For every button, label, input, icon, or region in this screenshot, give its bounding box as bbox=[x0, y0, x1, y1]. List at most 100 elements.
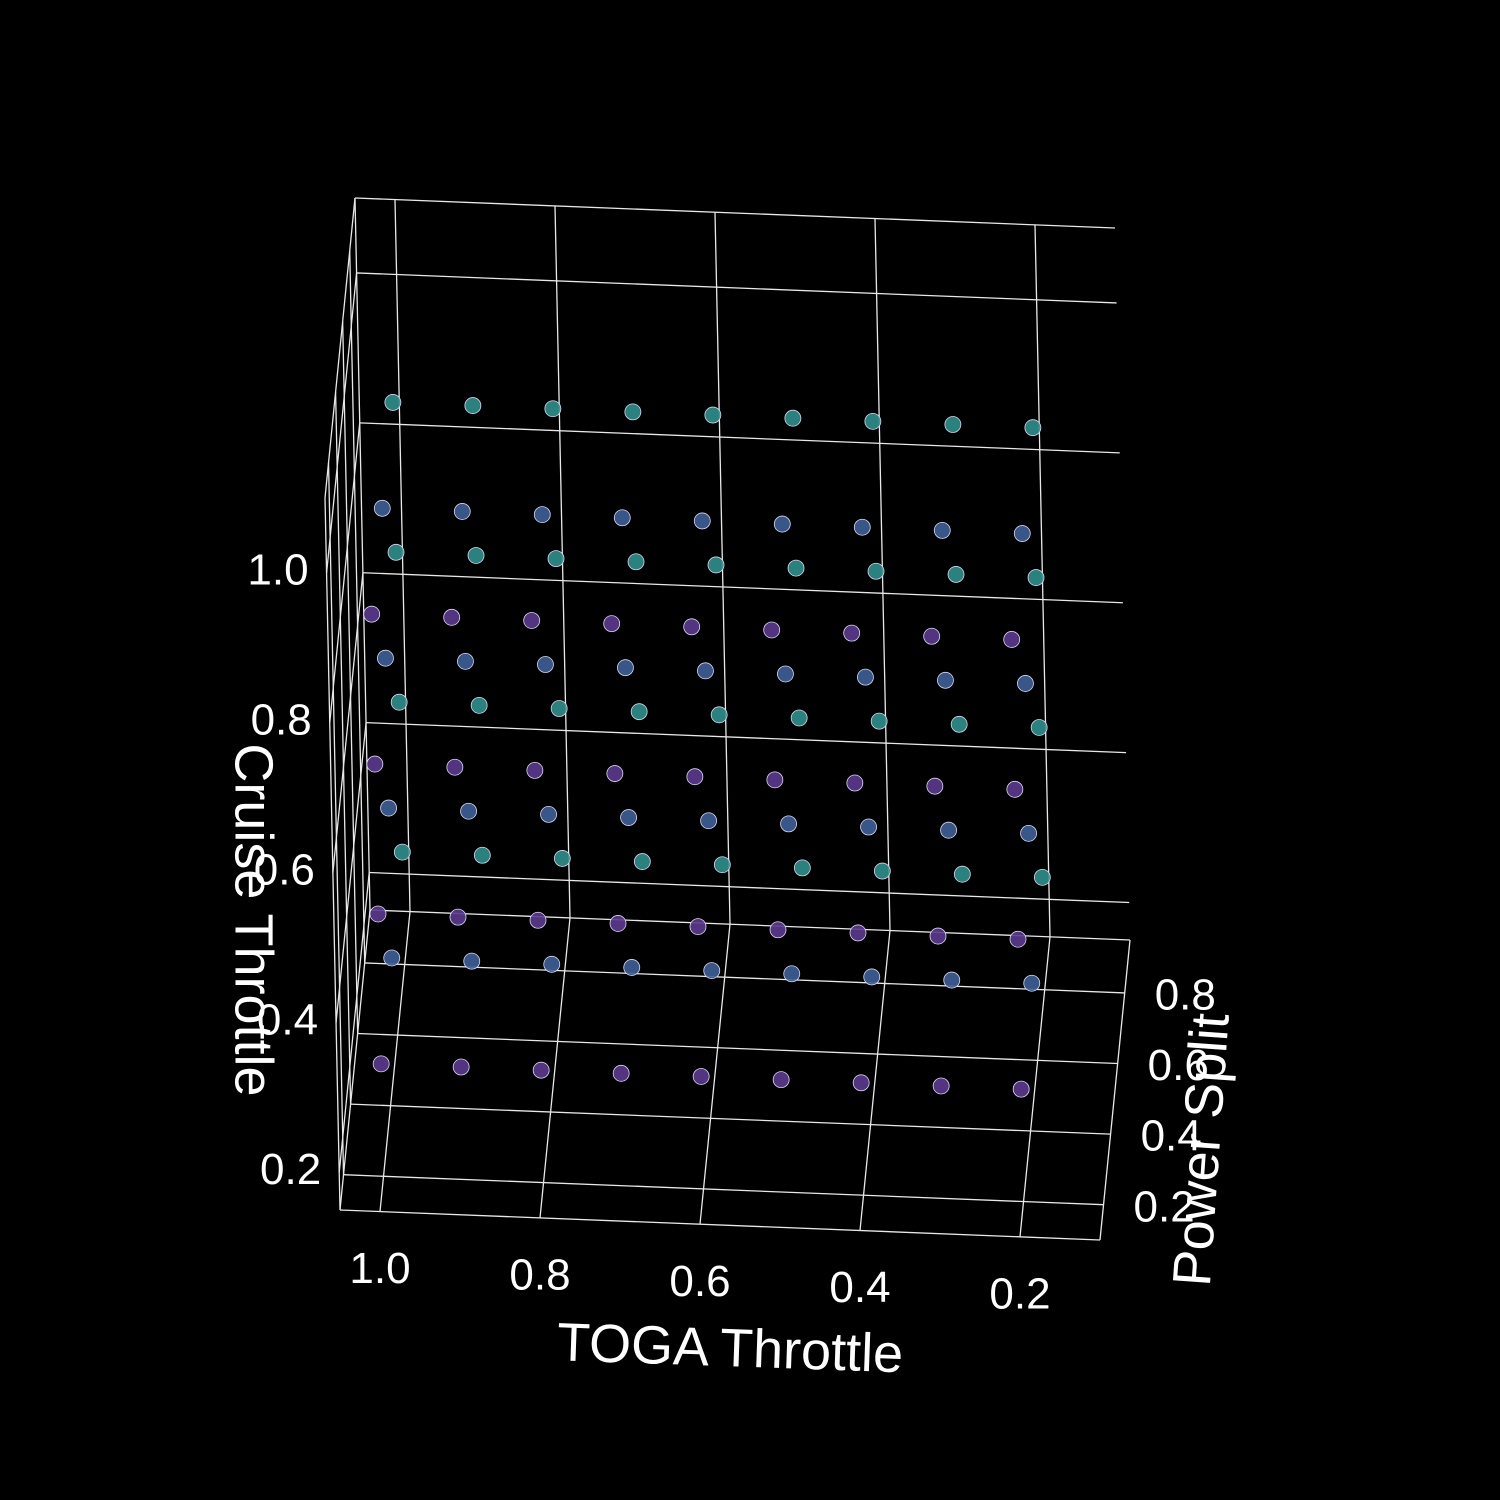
point bbox=[937, 671, 954, 689]
point bbox=[1006, 780, 1024, 798]
point bbox=[686, 768, 704, 786]
axis-edge bbox=[339, 1209, 1101, 1241]
grid bbox=[324, 197, 1131, 1241]
grid-line bbox=[369, 871, 1130, 904]
grid-line bbox=[356, 272, 1117, 304]
point bbox=[932, 1077, 950, 1095]
z-tick-label: 0.2 bbox=[1134, 1182, 1195, 1231]
point bbox=[380, 799, 397, 817]
grid-line bbox=[350, 1103, 1111, 1135]
point bbox=[852, 1074, 870, 1092]
point bbox=[467, 547, 485, 564]
point bbox=[473, 846, 491, 864]
grid-line bbox=[329, 422, 361, 723]
grid-line bbox=[379, 911, 411, 1212]
point bbox=[1020, 824, 1037, 842]
point bbox=[700, 812, 717, 830]
point bbox=[624, 403, 642, 421]
point bbox=[943, 971, 961, 989]
point bbox=[612, 1064, 630, 1082]
point bbox=[609, 915, 627, 932]
point bbox=[787, 559, 805, 577]
point bbox=[703, 962, 721, 980]
grid-line bbox=[332, 572, 364, 873]
x-tick-label: 0.8 bbox=[509, 1251, 570, 1300]
point bbox=[704, 406, 722, 424]
point bbox=[544, 400, 562, 418]
grid-line bbox=[1019, 936, 1051, 1237]
point bbox=[623, 959, 641, 976]
point bbox=[843, 624, 861, 642]
grid-line bbox=[362, 572, 1123, 604]
point bbox=[453, 503, 471, 520]
point bbox=[540, 806, 557, 823]
point bbox=[846, 774, 864, 792]
axis-edge bbox=[324, 497, 341, 1211]
point bbox=[1024, 419, 1042, 437]
x-tick-label: 0.6 bbox=[669, 1257, 730, 1306]
axis-edge bbox=[339, 909, 371, 1211]
grid-line bbox=[327, 462, 345, 1175]
point bbox=[1009, 930, 1027, 948]
point bbox=[769, 921, 787, 939]
point bbox=[449, 908, 467, 926]
point bbox=[763, 621, 781, 639]
z-tick-label: 0.6 bbox=[1148, 1041, 1209, 1090]
point bbox=[857, 668, 874, 686]
point bbox=[713, 856, 731, 874]
point bbox=[620, 809, 637, 826]
point bbox=[784, 409, 802, 427]
grid-line bbox=[334, 392, 352, 1105]
point bbox=[793, 859, 811, 877]
point bbox=[790, 709, 808, 727]
point bbox=[1017, 675, 1034, 692]
point bbox=[384, 394, 402, 411]
point bbox=[873, 862, 891, 880]
point bbox=[953, 865, 971, 883]
point bbox=[363, 605, 381, 623]
point bbox=[929, 927, 947, 945]
point bbox=[933, 522, 951, 539]
grid-line bbox=[359, 422, 1120, 454]
point bbox=[870, 712, 888, 730]
grid-line bbox=[357, 1032, 1118, 1065]
y-tick-label: 0.2 bbox=[260, 1145, 321, 1194]
x-tick-label: 0.2 bbox=[989, 1269, 1050, 1318]
point bbox=[1030, 719, 1048, 736]
point bbox=[683, 618, 701, 636]
point bbox=[460, 802, 477, 820]
point bbox=[532, 1061, 550, 1079]
x-axis-title: TOGA Throttle bbox=[556, 1312, 904, 1384]
point bbox=[470, 696, 488, 714]
point bbox=[773, 515, 791, 533]
point bbox=[387, 543, 405, 561]
y-tick-label: 1.0 bbox=[247, 546, 308, 595]
point bbox=[697, 662, 714, 680]
point bbox=[617, 659, 634, 677]
point bbox=[950, 715, 968, 733]
grid-line bbox=[343, 1174, 1104, 1206]
point bbox=[923, 627, 941, 645]
point bbox=[926, 777, 944, 795]
z-tick-label: 0.8 bbox=[1155, 971, 1216, 1020]
point bbox=[689, 918, 707, 936]
point bbox=[393, 843, 411, 861]
point bbox=[627, 553, 645, 571]
point bbox=[1003, 631, 1021, 648]
point bbox=[864, 412, 882, 430]
point bbox=[940, 821, 957, 839]
point bbox=[633, 853, 651, 870]
point bbox=[947, 566, 965, 583]
point bbox=[1033, 868, 1051, 886]
grid-line bbox=[338, 872, 370, 1173]
point bbox=[860, 818, 877, 836]
point bbox=[777, 665, 794, 683]
axis-edge bbox=[354, 197, 371, 911]
point bbox=[523, 612, 541, 629]
point bbox=[613, 509, 631, 527]
y-tick-label: 0.4 bbox=[257, 995, 318, 1044]
point bbox=[452, 1058, 470, 1076]
point bbox=[550, 700, 568, 717]
point bbox=[443, 608, 461, 626]
